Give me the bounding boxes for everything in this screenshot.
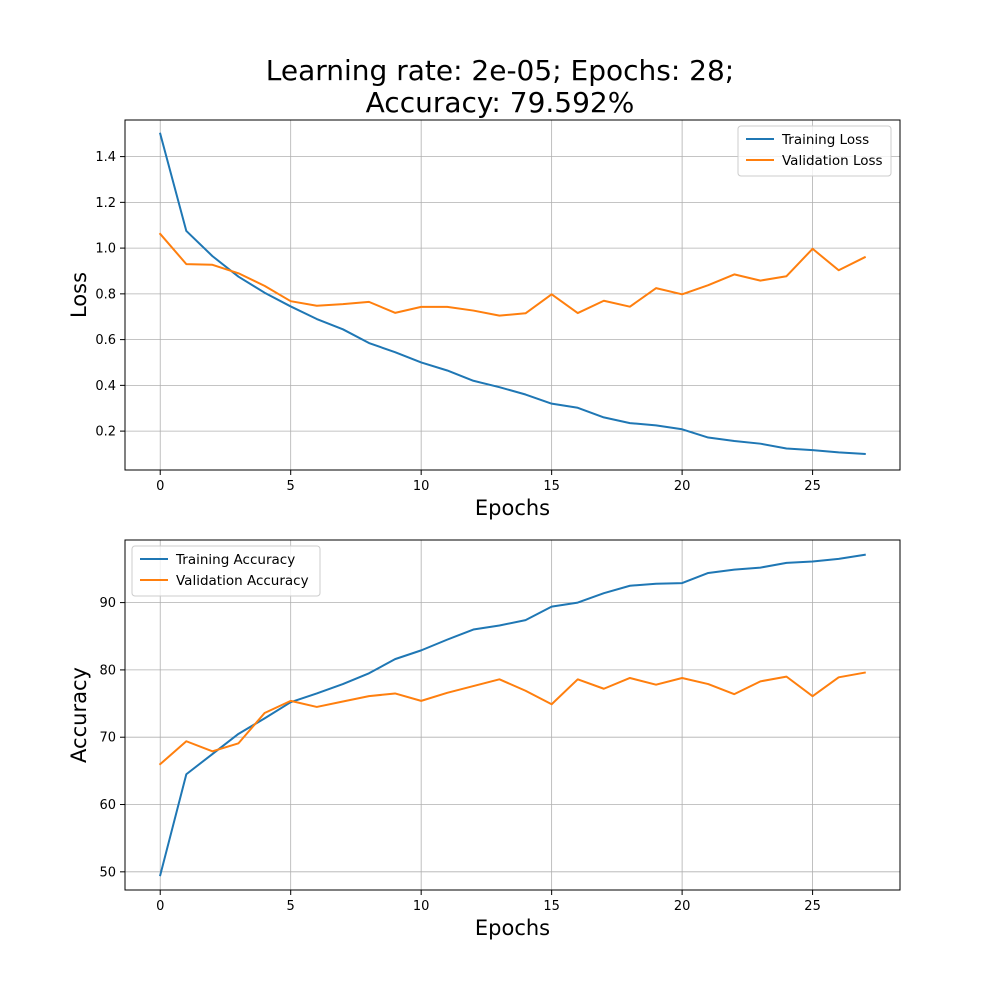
accuracy-chart: 0 5 10 15 20 25 50 60 70 80 90 Epochs Accuracy Traini…	[67, 539, 901, 940]
figure-title-line-1: Learning rate: 2e-05; Epochs: 28;	[265, 54, 735, 87]
x-axis-label: Epochs	[475, 496, 550, 520]
figure-title-line-2: Accuracy: 79.592%	[365, 86, 635, 119]
y-tick-label: 80	[99, 663, 116, 678]
y-tick-label: 1.4	[95, 150, 116, 165]
series-line-training-loss	[159, 132, 866, 456]
y-tick-label: 0.8	[95, 287, 116, 302]
series-line-training-accuracy	[159, 553, 866, 877]
x-axis-label: Epochs	[475, 916, 550, 940]
legend-entry: Training Accuracy	[175, 552, 295, 568]
legend-entry: Training Loss	[781, 132, 869, 148]
y-tick-label: 1.2	[95, 196, 116, 211]
series-line-validation-loss	[158, 232, 867, 317]
plot-frame	[124, 539, 901, 891]
y-tick-label: 90	[99, 596, 116, 611]
y-axis-label: Loss	[67, 272, 91, 318]
y-tick-label: 0.6	[95, 333, 116, 348]
x-tick-label: 20	[674, 899, 691, 914]
x-tick-label: 0	[156, 479, 164, 494]
y-tick-label: 0.4	[95, 379, 116, 394]
x-tick-label: 15	[543, 479, 560, 494]
x-tick-label: 25	[804, 479, 821, 494]
y-axis-label: Accuracy	[67, 667, 91, 763]
x-tick-label: 15	[543, 899, 560, 914]
x-tick-label: 0	[156, 899, 164, 914]
y-tick-label: 70	[99, 731, 116, 746]
y-tick-label: 60	[99, 798, 116, 813]
x-tick-label: 20	[674, 479, 691, 494]
legend: Training Accuracy Validation Accuracy	[131, 545, 321, 597]
x-tick-label: 10	[413, 479, 430, 494]
plot-frame	[124, 119, 901, 471]
legend-box	[737, 125, 892, 177]
series-line-validation-accuracy	[158, 671, 866, 766]
y-tick-label: 50	[99, 865, 116, 880]
legend: Training Loss Validation Loss	[737, 125, 892, 177]
y-tick-label: 1.0	[95, 242, 116, 257]
legend-entry: Validation Accuracy	[176, 573, 309, 589]
legend-box	[131, 545, 321, 597]
y-tick-label: 0.2	[95, 425, 116, 440]
loss-chart: 0 5 10 15 20 25 0.2 0.4 0.6 0.8 1.0 1.2 1.4 Epochs Los…	[67, 119, 901, 520]
x-tick-label: 5	[287, 479, 295, 494]
legend-entry: Validation Loss	[782, 153, 883, 169]
x-tick-label: 10	[413, 899, 430, 914]
x-tick-label: 25	[804, 899, 821, 914]
x-tick-label: 5	[287, 899, 295, 914]
